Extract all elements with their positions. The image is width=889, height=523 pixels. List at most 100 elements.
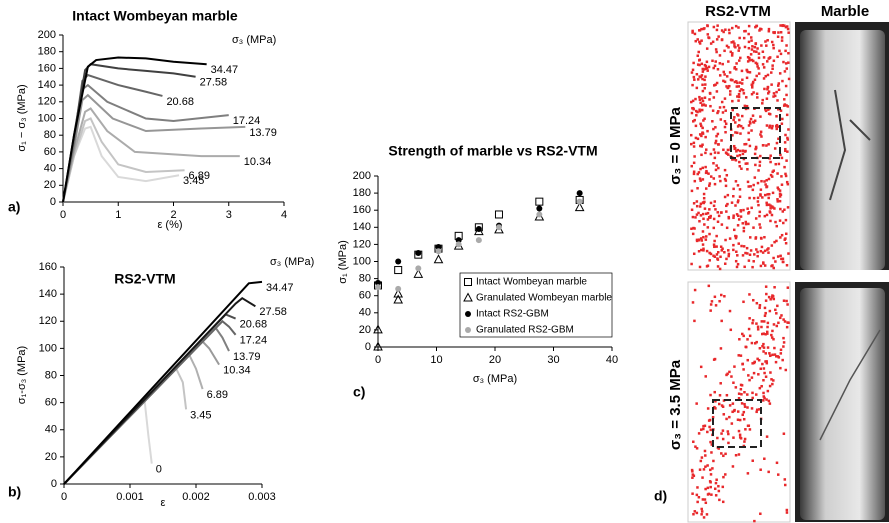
particle	[697, 495, 701, 499]
particle	[747, 259, 751, 262]
particle	[717, 402, 721, 406]
particle	[749, 36, 753, 39]
particle	[706, 226, 710, 229]
particle	[765, 213, 769, 217]
particle	[700, 248, 703, 252]
particle	[755, 248, 758, 251]
particle	[737, 199, 740, 202]
particle	[767, 27, 771, 31]
particle	[760, 135, 763, 138]
particle	[709, 252, 713, 256]
marker	[465, 311, 471, 317]
particle	[714, 407, 717, 410]
particle	[714, 168, 718, 172]
particle	[770, 213, 774, 217]
particle	[727, 249, 730, 252]
particle	[735, 250, 738, 253]
particle	[782, 104, 786, 107]
particle	[718, 74, 722, 77]
particle	[694, 216, 697, 219]
y-tick-label: 200	[38, 29, 56, 41]
particle	[698, 133, 702, 136]
particle	[762, 350, 765, 353]
particle	[779, 193, 783, 197]
particle	[740, 393, 743, 396]
particle	[763, 249, 767, 253]
particle	[693, 78, 696, 81]
particle	[759, 130, 763, 134]
particle	[730, 54, 734, 57]
particle	[709, 201, 713, 205]
particle	[720, 404, 724, 407]
particle	[763, 371, 766, 375]
particle	[763, 306, 767, 310]
particle	[758, 306, 761, 310]
y-tick-label: 60	[44, 146, 56, 158]
particle	[781, 358, 784, 362]
particle	[719, 179, 722, 183]
particle	[747, 131, 750, 135]
y-axis-label: σ₁ (MPa)	[337, 240, 349, 284]
particle	[700, 108, 704, 112]
particle	[701, 104, 704, 107]
particle	[753, 78, 757, 82]
particle	[747, 32, 750, 36]
particle	[735, 213, 739, 216]
particle	[707, 65, 711, 69]
particle	[701, 67, 705, 71]
particle	[725, 75, 729, 78]
particle	[769, 173, 773, 177]
particle	[690, 227, 693, 231]
particle	[696, 172, 699, 176]
particle	[756, 65, 759, 68]
particle	[703, 498, 707, 501]
particle	[745, 345, 748, 349]
particle	[701, 143, 704, 146]
particle	[701, 70, 705, 73]
particle	[785, 113, 789, 117]
particle	[766, 321, 770, 325]
particle	[769, 160, 772, 164]
particle	[787, 31, 790, 34]
particle	[787, 61, 790, 64]
particle	[704, 165, 707, 169]
crack	[819, 329, 881, 441]
particle	[746, 358, 750, 362]
particle	[746, 70, 750, 74]
particle	[786, 138, 790, 141]
particle	[702, 196, 706, 200]
particle	[766, 332, 769, 335]
particle	[708, 259, 711, 262]
particle	[718, 54, 722, 57]
particle	[726, 430, 730, 433]
particle	[696, 54, 700, 57]
particle	[737, 218, 741, 221]
particle	[774, 355, 778, 358]
y-tick-label: 100	[353, 255, 371, 267]
particle	[715, 38, 719, 41]
particle	[748, 334, 752, 338]
particle	[736, 262, 740, 266]
particle	[754, 217, 758, 220]
particle	[767, 251, 770, 254]
particle	[704, 238, 708, 241]
particle	[762, 399, 765, 402]
particle	[720, 100, 724, 104]
particle	[785, 511, 789, 514]
particle	[710, 493, 713, 496]
particle	[699, 75, 702, 79]
particle	[764, 375, 768, 378]
particle	[759, 133, 762, 136]
particle	[691, 83, 694, 87]
particle	[739, 210, 743, 213]
y-tick-label: 100	[38, 112, 56, 124]
particle	[693, 118, 696, 122]
particle	[739, 215, 743, 218]
particle	[751, 80, 755, 84]
particle	[762, 66, 766, 69]
particle	[741, 114, 744, 118]
particle	[741, 362, 745, 366]
particle	[708, 182, 712, 185]
x-axis-label: ε	[161, 497, 166, 509]
particle	[696, 78, 700, 81]
